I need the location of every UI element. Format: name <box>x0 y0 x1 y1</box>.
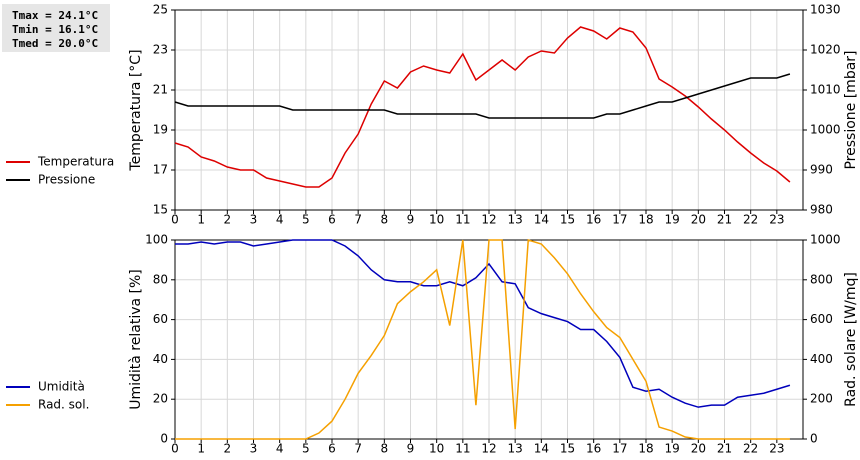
x-tick-label: 11 <box>455 442 470 456</box>
x-tick-label: 14 <box>534 442 549 456</box>
x-tick-label: 8 <box>381 442 389 456</box>
y2-tick-label: 980 <box>810 203 833 217</box>
y2-tick-label: 1030 <box>810 3 841 17</box>
x-tick-label: 12 <box>481 442 496 456</box>
y2-tick-label: 1010 <box>810 83 841 97</box>
x-tick-label: 9 <box>407 213 415 227</box>
x-tick-label: 8 <box>381 213 389 227</box>
x-tick-label: 19 <box>665 213 680 227</box>
x-tick-label: 4 <box>276 442 284 456</box>
y2-tick-label: 400 <box>810 352 833 366</box>
y2-tick-label: 990 <box>810 163 833 177</box>
y-tick-label: 100 <box>145 233 168 247</box>
y2-tick-label: 800 <box>810 272 833 286</box>
plot-frame <box>174 9 804 211</box>
stats-box <box>2 4 110 52</box>
x-tick-label: 1 <box>197 442 205 456</box>
x-tick-label: 12 <box>481 213 496 227</box>
stat-tmed: Tmed = 20.0°C <box>12 37 98 50</box>
legend-label: Umidità <box>38 380 85 394</box>
legend-label: Pressione <box>38 173 95 187</box>
y2-axis-label: Pressione [mbar] <box>843 50 859 169</box>
x-tick-label: 9 <box>407 442 415 456</box>
y-axis-label: Temperatura [°C] <box>128 49 144 171</box>
series-line <box>174 73 791 119</box>
x-tick-label: 20 <box>691 213 706 227</box>
x-tick-label: 15 <box>560 442 575 456</box>
x-tick-label: 18 <box>638 442 653 456</box>
y-tick-label: 19 <box>153 123 168 137</box>
y-tick-label: 17 <box>153 163 168 177</box>
x-tick-label: 0 <box>171 442 179 456</box>
x-tick-label: 22 <box>743 213 758 227</box>
series-line <box>175 239 791 408</box>
x-tick-label: 1 <box>197 213 205 227</box>
y-tick-label: 25 <box>153 3 168 17</box>
legend-label: Temperatura <box>37 155 114 169</box>
x-tick-label: 19 <box>665 442 680 456</box>
y-tick-label: 40 <box>153 352 168 366</box>
y-tick-label: 23 <box>153 43 168 57</box>
stat-tmin: Tmin = 16.1°C <box>12 23 98 36</box>
series-line <box>175 239 790 440</box>
y2-tick-label: 1000 <box>810 233 841 247</box>
x-tick-label: 17 <box>612 213 627 227</box>
x-tick-label: 15 <box>560 213 575 227</box>
legend-label: Rad. sol. <box>38 398 89 412</box>
y2-tick-label: 600 <box>810 312 833 326</box>
y2-axis-label: Rad. solare [W/mq] <box>843 272 859 407</box>
x-tick-label: 18 <box>638 213 653 227</box>
y-tick-label: 60 <box>153 312 168 326</box>
x-tick-label: 17 <box>612 442 627 456</box>
x-tick-label: 7 <box>354 442 362 456</box>
x-tick-label: 4 <box>276 213 284 227</box>
x-tick-label: 2 <box>224 442 232 456</box>
x-tick-label: 23 <box>769 213 784 227</box>
y-tick-label: 80 <box>153 272 168 286</box>
x-tick-label: 21 <box>717 213 732 227</box>
y-tick-label: 21 <box>153 83 168 97</box>
y-tick-label: 15 <box>153 203 168 217</box>
x-tick-label: 10 <box>429 442 444 456</box>
y-tick-label: 20 <box>153 392 168 406</box>
x-tick-label: 16 <box>586 442 601 456</box>
x-tick-label: 5 <box>302 213 310 227</box>
series-line <box>174 26 791 188</box>
x-tick-label: 14 <box>534 213 549 227</box>
x-tick-label: 3 <box>250 213 258 227</box>
x-tick-label: 13 <box>508 213 523 227</box>
x-tick-label: 11 <box>455 213 470 227</box>
x-tick-label: 5 <box>302 442 310 456</box>
x-tick-label: 16 <box>586 213 601 227</box>
x-tick-label: 7 <box>354 213 362 227</box>
x-tick-label: 10 <box>429 213 444 227</box>
y2-tick-label: 200 <box>810 392 833 406</box>
x-tick-label: 20 <box>691 442 706 456</box>
stat-tmax: Tmax = 24.1°C <box>12 9 98 22</box>
x-tick-label: 13 <box>508 442 523 456</box>
y2-tick-label: 1000 <box>810 123 841 137</box>
x-tick-label: 23 <box>769 442 784 456</box>
y2-tick-label: 1020 <box>810 43 841 57</box>
y-axis-label: Umidità relativa [%] <box>128 269 144 410</box>
x-tick-label: 22 <box>743 442 758 456</box>
x-tick-label: 2 <box>224 213 232 227</box>
x-tick-label: 21 <box>717 442 732 456</box>
x-tick-label: 0 <box>171 213 179 227</box>
x-tick-label: 6 <box>328 442 336 456</box>
x-tick-label: 6 <box>328 213 336 227</box>
y-tick-label: 0 <box>160 432 168 446</box>
x-tick-label: 3 <box>250 442 258 456</box>
y2-tick-label: 0 <box>810 432 818 446</box>
